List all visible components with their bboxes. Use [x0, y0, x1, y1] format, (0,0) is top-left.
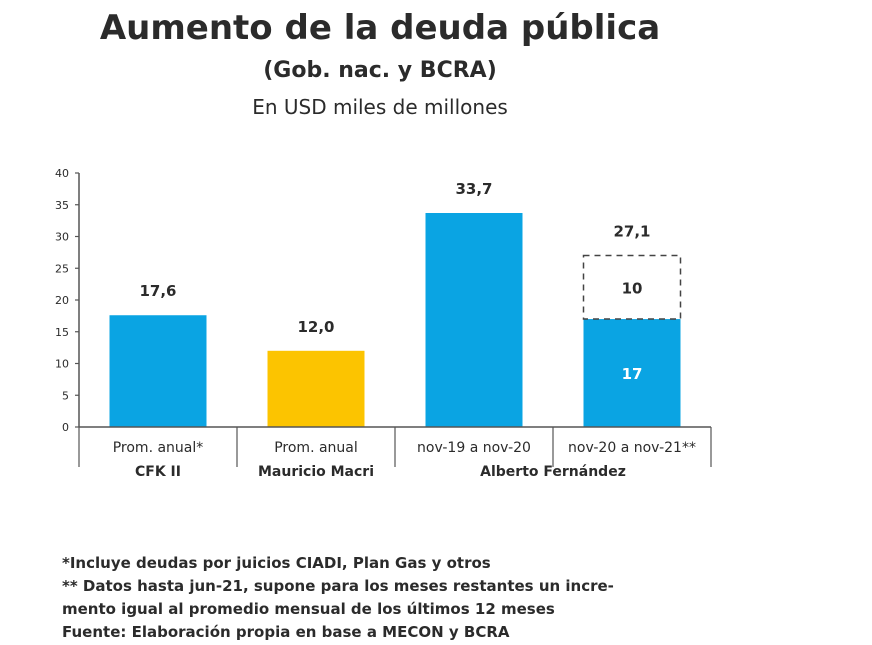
bar-chart: 0 5 10 15 20 25 30 35 40 17,6 12,0 33,7 10 17 27,1 Prom… — [55, 167, 712, 480]
bar — [425, 213, 523, 427]
footnotes: *Incluye deudas por juicios CIADI, Plan … — [62, 552, 842, 644]
y-tick-label: 35 — [55, 199, 69, 212]
unit-label: En USD miles de millones — [252, 95, 508, 119]
bar-value-label: 17,6 — [139, 282, 176, 300]
y-tick-label: 15 — [55, 326, 69, 339]
group-label: CFK II — [135, 464, 181, 480]
footnote-projection-cont: mento igual al promedio mensual de los ú… — [62, 600, 555, 618]
bar — [583, 319, 681, 427]
y-tick-label: 5 — [62, 389, 69, 402]
bar-value-label: 27,1 — [613, 223, 650, 241]
footnote-projection: ** Datos hasta jun-21, supone para los m… — [62, 577, 614, 595]
category-label: Prom. anual* — [113, 440, 204, 456]
group-label: Alberto Fernández — [480, 464, 626, 480]
y-tick-label: 10 — [55, 358, 69, 371]
y-tick-label: 30 — [55, 231, 69, 244]
bar — [109, 315, 207, 427]
footnote-source: Fuente: Elaboración propia en base a MEC… — [62, 623, 510, 641]
category-label: nov-20 a nov-21** — [568, 440, 696, 456]
bar — [267, 350, 365, 427]
category-label: nov-19 a nov-20 — [417, 440, 531, 456]
bar-inner-label: 17 — [622, 365, 643, 383]
projected-value-label: 10 — [622, 279, 643, 297]
footnote-ciadi: *Incluye deudas por juicios CIADI, Plan … — [62, 554, 491, 572]
group-label: Mauricio Macri — [258, 464, 374, 480]
projected-bar-outline — [582, 254, 682, 320]
bar-value-label: 12,0 — [297, 318, 334, 336]
y-tick-label: 25 — [55, 262, 69, 275]
chart-subtitle: (Gob. nac. y BCRA) — [263, 58, 497, 83]
chart-title: Aumento de la deuda pública — [99, 8, 661, 48]
y-tick-label: 0 — [62, 421, 69, 434]
y-tick-label: 20 — [55, 294, 69, 307]
bar-value-label: 33,7 — [455, 180, 492, 198]
category-label: Prom. anual — [274, 440, 358, 456]
y-tick-label: 40 — [55, 167, 69, 180]
